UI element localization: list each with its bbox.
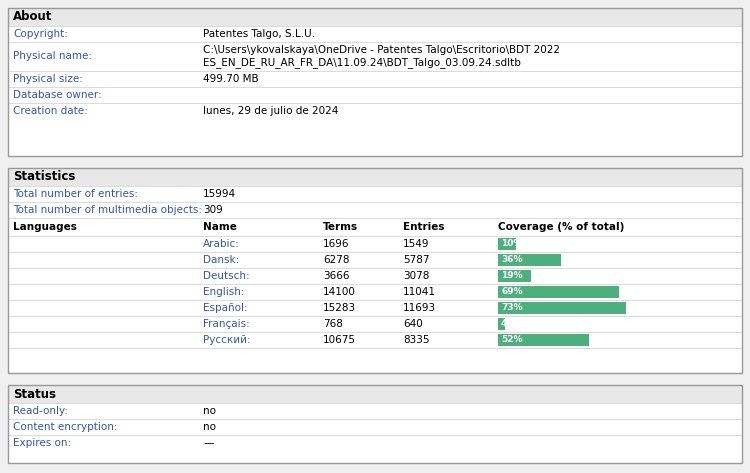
Text: 10675: 10675	[323, 335, 356, 345]
Text: no: no	[203, 422, 216, 432]
Text: 11041: 11041	[403, 287, 436, 297]
Bar	[8, 168, 742, 373]
Text: Total number of multimedia objects:: Total number of multimedia objects:	[13, 205, 202, 215]
Bar	[498, 238, 515, 250]
Text: 3666: 3666	[323, 271, 350, 281]
Text: Deutsch:: Deutsch:	[203, 271, 250, 281]
Text: Expires on:: Expires on:	[13, 438, 71, 448]
Text: 640: 640	[403, 319, 423, 329]
Text: 5787: 5787	[403, 255, 430, 265]
Text: 3078: 3078	[403, 271, 429, 281]
Text: —: —	[203, 438, 213, 448]
Text: English:: English:	[203, 287, 244, 297]
Bar	[8, 8, 742, 26]
Text: 499.70 MB: 499.70 MB	[203, 74, 259, 84]
Bar	[498, 286, 619, 298]
Text: lunes, 29 de julio de 2024: lunes, 29 de julio de 2024	[203, 106, 338, 116]
Text: ES_EN_DE_RU_AR_FR_DA\11.09.24\BDT_Talgo_03.09.24.sdltb: ES_EN_DE_RU_AR_FR_DA\11.09.24\BDT_Talgo_…	[203, 57, 520, 68]
Text: 73%: 73%	[501, 304, 523, 313]
Text: 10%: 10%	[501, 239, 522, 248]
Text: Physical name:: Physical name:	[13, 52, 92, 61]
Text: 52%: 52%	[501, 335, 523, 344]
Bar	[8, 168, 742, 186]
Text: Español:: Español:	[203, 303, 248, 313]
Text: 14100: 14100	[323, 287, 356, 297]
Text: Русский:: Русский:	[203, 335, 250, 345]
Text: Patentes Talgo, S.L.U.: Patentes Talgo, S.L.U.	[203, 29, 315, 39]
Text: 4%: 4%	[501, 319, 516, 329]
Text: 15283: 15283	[323, 303, 356, 313]
Text: Terms: Terms	[323, 222, 358, 232]
Text: Total number of entries:: Total number of entries:	[13, 189, 138, 199]
Text: Arabic:: Arabic:	[203, 239, 240, 249]
Text: Copyright:: Copyright:	[13, 29, 68, 39]
Text: Français:: Français:	[203, 319, 250, 329]
Bar	[8, 385, 742, 463]
Text: 69%: 69%	[501, 288, 523, 297]
Text: 36%: 36%	[501, 255, 523, 264]
Text: Dansk:: Dansk:	[203, 255, 239, 265]
Bar	[8, 8, 742, 156]
Text: 309: 309	[203, 205, 223, 215]
Text: no: no	[203, 406, 216, 416]
Text: Entries: Entries	[403, 222, 445, 232]
Text: Name: Name	[203, 222, 237, 232]
Bar	[498, 334, 589, 346]
Text: 19%: 19%	[501, 272, 523, 280]
Text: Content encryption:: Content encryption:	[13, 422, 118, 432]
Bar	[498, 302, 626, 314]
Text: C:\Users\ykovalskaya\OneDrive - Patentes Talgo\Escritorio\BDT 2022: C:\Users\ykovalskaya\OneDrive - Patentes…	[203, 45, 560, 55]
Text: Physical size:: Physical size:	[13, 74, 82, 84]
Text: Coverage (% of total): Coverage (% of total)	[498, 222, 624, 232]
Text: About: About	[13, 10, 53, 24]
Text: 8335: 8335	[403, 335, 430, 345]
Bar	[498, 254, 561, 266]
Text: 6278: 6278	[323, 255, 350, 265]
Bar	[8, 168, 742, 373]
Text: Statistics: Statistics	[13, 170, 75, 184]
Text: 1549: 1549	[403, 239, 430, 249]
Text: 1696: 1696	[323, 239, 350, 249]
Text: Read-only:: Read-only:	[13, 406, 68, 416]
Text: Languages: Languages	[13, 222, 76, 232]
Bar	[8, 8, 742, 156]
Bar	[498, 270, 531, 282]
Text: Creation date:: Creation date:	[13, 106, 88, 116]
Text: 768: 768	[323, 319, 343, 329]
Text: Database owner:: Database owner:	[13, 90, 102, 100]
Text: 11693: 11693	[403, 303, 436, 313]
Text: 15994: 15994	[203, 189, 236, 199]
Bar	[8, 385, 742, 463]
Text: Status: Status	[13, 387, 56, 401]
Bar	[8, 385, 742, 403]
Bar	[498, 318, 505, 330]
